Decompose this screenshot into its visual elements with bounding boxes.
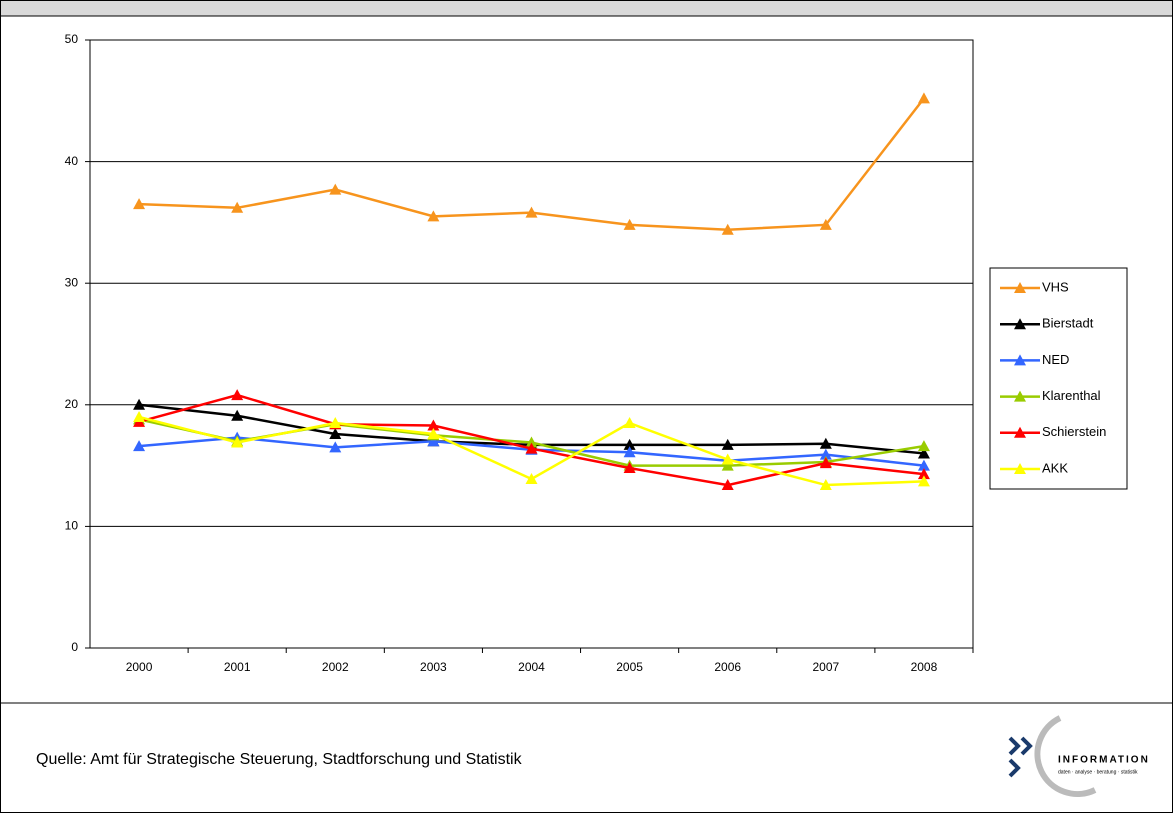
x-tick-label: 2002 <box>322 660 349 674</box>
logo: INFORMATION daten · analyse · beratung ·… <box>1008 715 1150 797</box>
point-marker <box>721 453 734 465</box>
legend-label: Schierstein <box>1042 424 1106 439</box>
point-marker <box>819 437 832 449</box>
legend-label: Klarenthal <box>1042 388 1101 403</box>
point-marker <box>721 459 734 471</box>
point-marker <box>133 440 146 452</box>
point-marker <box>917 440 930 452</box>
point-marker <box>525 442 538 454</box>
point-marker <box>329 427 342 439</box>
x-tick-label: 2008 <box>911 660 938 674</box>
x-tick-label: 2001 <box>224 660 251 674</box>
legend-label: NED <box>1042 352 1069 367</box>
point-marker <box>525 472 538 484</box>
legend-marker <box>1014 318 1026 330</box>
point-marker <box>231 389 244 401</box>
logo-chevrons <box>1008 736 1033 778</box>
legend-marker <box>1014 390 1026 402</box>
point-marker <box>427 435 440 447</box>
y-tick-label: 10 <box>65 519 79 533</box>
y-tick-label: 30 <box>65 275 79 289</box>
x-tick-label: 2004 <box>518 660 545 674</box>
point-marker <box>427 210 440 222</box>
point-marker <box>721 438 734 450</box>
legend-label: VHS <box>1042 279 1069 294</box>
point-marker <box>917 468 930 480</box>
x-tick-label: 2000 <box>126 660 153 674</box>
x-tick-label: 2006 <box>714 660 741 674</box>
point-marker <box>427 427 440 439</box>
legend-box <box>989 267 1128 490</box>
legend-marker <box>1014 426 1026 438</box>
legend-marker <box>1014 463 1026 474</box>
point-marker <box>133 410 146 422</box>
point-marker <box>623 462 636 474</box>
legend-label: AKK <box>1042 460 1068 475</box>
y-tick-label: 0 <box>71 640 78 654</box>
legend-label: Bierstadt <box>1042 316 1094 331</box>
point-marker <box>231 409 244 421</box>
point-marker <box>231 436 244 448</box>
logo-arc <box>1034 715 1097 797</box>
point-marker <box>623 446 636 458</box>
point-marker <box>917 475 930 487</box>
legend-marker <box>1014 354 1026 366</box>
point-marker <box>721 223 734 235</box>
point-marker <box>329 183 342 195</box>
point-marker <box>917 92 930 104</box>
point-marker <box>133 398 146 410</box>
plot-area <box>89 39 974 649</box>
point-marker <box>721 479 734 491</box>
y-tick-label: 50 <box>65 32 79 46</box>
x-tick-label: 2007 <box>812 660 839 674</box>
point-marker <box>133 198 146 210</box>
point-marker <box>329 441 342 453</box>
point-marker <box>329 417 342 429</box>
point-marker <box>819 457 832 469</box>
source-note: Quelle: Amt für Strategische Steuerung, … <box>36 751 523 768</box>
header-band <box>0 0 1173 16</box>
point-marker <box>525 206 538 218</box>
point-marker <box>623 438 636 450</box>
point-marker <box>623 218 636 230</box>
point-marker <box>525 436 538 448</box>
y-tick-label: 40 <box>65 154 79 168</box>
legend-marker <box>1014 282 1026 293</box>
point-marker <box>427 419 440 431</box>
y-tick-label: 20 <box>65 397 79 411</box>
logo-subtext: daten · analyse · beratung · statistik <box>1058 769 1138 775</box>
logo-text: INFORMATION <box>1058 755 1150 766</box>
point-marker <box>819 218 832 230</box>
point-marker <box>917 459 930 471</box>
point-marker <box>231 201 244 213</box>
point-marker <box>819 448 832 460</box>
point-marker <box>623 417 636 429</box>
point-marker <box>819 479 832 491</box>
x-tick-label: 2003 <box>420 660 447 674</box>
point-marker <box>917 447 930 459</box>
x-tick-label: 2005 <box>616 660 643 674</box>
